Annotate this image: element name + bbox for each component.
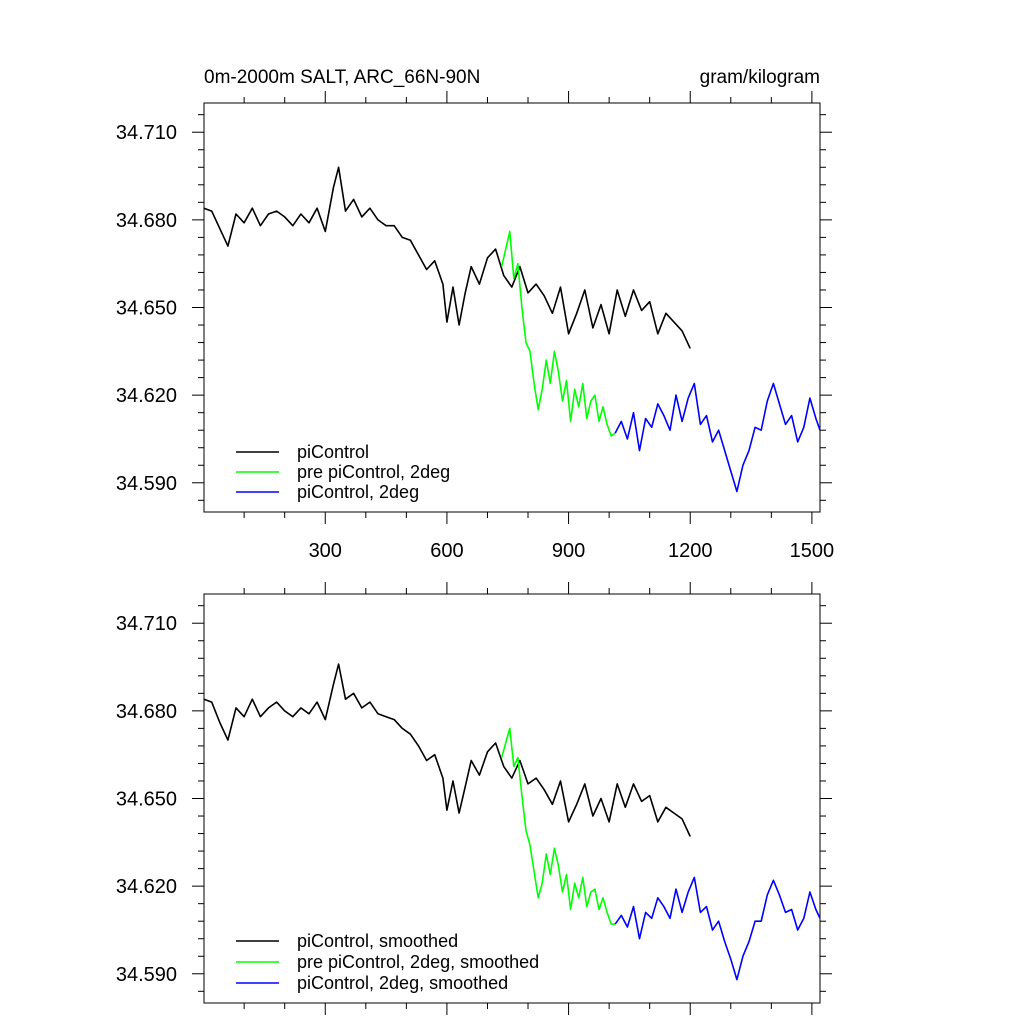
legend-label: piControl, 2deg bbox=[297, 482, 419, 502]
series-line-2 bbox=[500, 727, 616, 925]
bottom-panel: 34.590 34.620 34.650 34.680 34.710 piControl,… bbox=[116, 582, 832, 1015]
legend-label: pre piControl, 2deg, smoothed bbox=[297, 952, 539, 972]
y-tick-label: 34.590 bbox=[116, 964, 177, 986]
y-tick-label: 34.590 bbox=[116, 473, 177, 495]
y-tick-label: 34.680 bbox=[116, 701, 177, 723]
legend-label: piControl, smoothed bbox=[297, 931, 458, 951]
legend-label: pre piControl, 2deg bbox=[297, 462, 450, 482]
x-tick-label: 1500 bbox=[790, 540, 835, 562]
y-tick-label: 34.710 bbox=[116, 613, 177, 635]
series-line-3 bbox=[614, 876, 821, 981]
x-tick-label: 900 bbox=[552, 540, 585, 562]
series-line-2 bbox=[500, 230, 616, 437]
x-tick-label: 300 bbox=[309, 540, 342, 562]
units-label: gram/kilogram bbox=[700, 67, 820, 88]
y-tick-label: 34.620 bbox=[116, 876, 177, 898]
y-tick-label: 34.650 bbox=[116, 789, 177, 811]
y-tick-label: 34.710 bbox=[116, 122, 177, 144]
y-tick-label: 34.650 bbox=[116, 298, 177, 320]
chart-title: 0m-2000m SALT, ARC_66N-90N bbox=[204, 67, 480, 88]
x-tick-label: 1200 bbox=[668, 540, 713, 562]
top-panel: 34.590 34.620 34.650 34.680 34.710 300 600 900 1… bbox=[116, 91, 834, 562]
series-line-1 bbox=[203, 166, 691, 349]
x-tick-label: 600 bbox=[430, 540, 463, 562]
y-tick-label: 34.620 bbox=[116, 385, 177, 407]
series-line-1 bbox=[203, 663, 691, 837]
series-line-3 bbox=[614, 382, 821, 493]
legend-label: piControl, 2deg, smoothed bbox=[297, 973, 508, 993]
legend-label: piControl bbox=[297, 442, 369, 462]
y-tick-label: 34.680 bbox=[116, 210, 177, 232]
